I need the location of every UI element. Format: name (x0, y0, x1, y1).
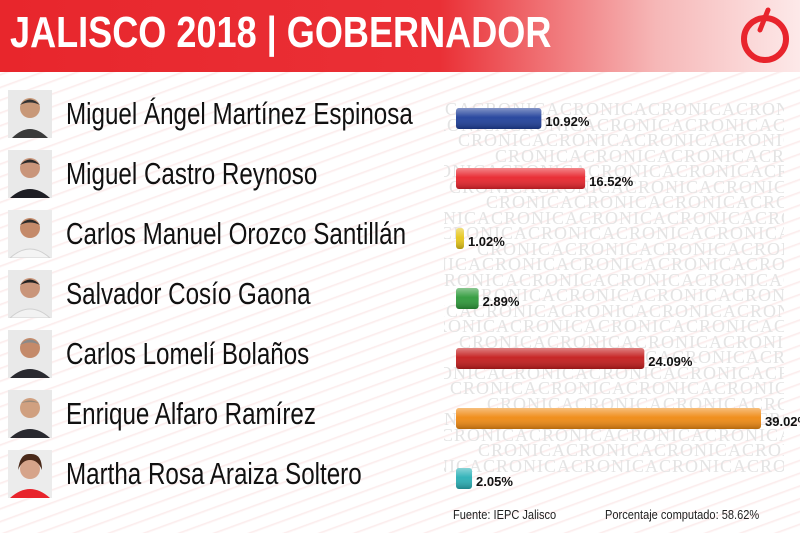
candidate-name: Salvador Cosío Gaona (66, 276, 311, 311)
watermark-line: CRONICACRONICACRONICACRONICACRONICACRONI… (444, 455, 784, 476)
data-label: 2.05% (476, 474, 513, 489)
watermark-line: CRONICACRONICACRONICACRONICACRONICACRONI… (486, 192, 784, 212)
watermark-line: CRONICACRONICACRONICACRONICACRONICACRONI… (444, 207, 784, 228)
candidate-photo-icon (8, 150, 52, 198)
candidate-name: Carlos Manuel Orozco Santillán (66, 216, 407, 251)
watermark-line: CRONICACRONICACRONICACRONICACRONICACRONI… (444, 300, 784, 321)
source-note: Fuente: IEPC Jalisco (453, 507, 557, 522)
data-label: 1.02% (468, 234, 505, 249)
candidate-row: Miguel Castro Reynoso (0, 146, 800, 204)
data-label: 2.89% (483, 294, 520, 309)
candidate-name: Enrique Alfaro Ramírez (66, 396, 316, 431)
candidate-row: Salvador Cosío Gaona (0, 266, 800, 324)
computed-percentage: Porcentaje computado: 58.62% (605, 507, 760, 522)
candidate-photo-icon (8, 270, 52, 318)
candidate-row: Carlos Manuel Orozco Santillán (0, 206, 800, 264)
bar-shine (456, 108, 542, 129)
data-label: 16.52% (589, 174, 634, 189)
candidate-name: Miguel Ángel Martínez Espinosa (66, 96, 413, 131)
watermark-line: CRONICACRONICACRONICACRONICACRONICACRONI… (444, 316, 784, 336)
watermark-line: CRONICACRONICACRONICACRONICACRONICACRONI… (477, 238, 784, 259)
watermark-line: CRONICACRONICACRONICACRONICACRONICACRONI… (444, 223, 784, 243)
header-banner: JALISCO 2018 | GOBERNADOR (0, 0, 800, 72)
bar-shine (456, 168, 586, 189)
bar-shine (456, 408, 761, 429)
candidate-row: Enrique Alfaro Ramírez (0, 386, 800, 444)
bar-shine (456, 468, 473, 489)
candidate-photo-icon (8, 90, 52, 138)
watermark-line: CRONICACRONICACRONICACRONICACRONICACRONI… (487, 393, 784, 414)
candidate-name: Miguel Castro Reynoso (66, 156, 318, 191)
candidate-row: Carlos Lomelí Bolaños (0, 326, 800, 384)
watermark-line: CRONICACRONICACRONICACRONICACRONICACRONI… (444, 269, 784, 290)
candidate-photo-icon (8, 330, 52, 378)
data-label: 10.92% (545, 114, 590, 129)
watermark-line: CRONICACRONICACRONICACRONICACRONICACRONI… (495, 145, 784, 166)
watermark-line: CRONICACRONICACRONICACRONICACRONICACRONI… (468, 285, 784, 305)
candidate-row: Miguel Ángel Martínez Espinosa (0, 86, 800, 144)
watermark-line: CRONICACRONICACRONICACRONICACRONICACRONI… (459, 331, 784, 352)
candidate-row: Martha Rosa Araiza Soltero (0, 446, 800, 504)
cronica-logo-icon (741, 7, 789, 63)
bar-shine (456, 228, 464, 249)
bar-shine (456, 348, 645, 369)
candidate-photo-icon (8, 390, 52, 438)
page-title: JALISCO 2018 | GOBERNADOR (10, 8, 552, 57)
candidate-photo-icon (8, 450, 52, 498)
watermark-line: CRONICACRONICACRONICACRONICACRONICACRONI… (450, 378, 784, 398)
data-label: 39.02% (765, 414, 800, 429)
candidate-name: Martha Rosa Araiza Soltero (66, 456, 362, 491)
candidate-photo-icon (8, 210, 52, 258)
watermark-line: CRONICACRONICACRONICACRONICACRONICACRONI… (458, 130, 784, 150)
watermark-line: CRONICACRONICACRONICACRONICACRONICACRONI… (444, 254, 784, 274)
watermark-line: CRONICACRONICACRONICACRONICACRONICACRONI… (478, 440, 784, 460)
bar-shine (456, 288, 479, 309)
watermark-line: CRONICACRONICACRONICACRONICACRONICACRONI… (444, 424, 784, 445)
data-label: 24.09% (648, 354, 693, 369)
candidate-name: Carlos Lomelí Bolaños (66, 336, 310, 371)
